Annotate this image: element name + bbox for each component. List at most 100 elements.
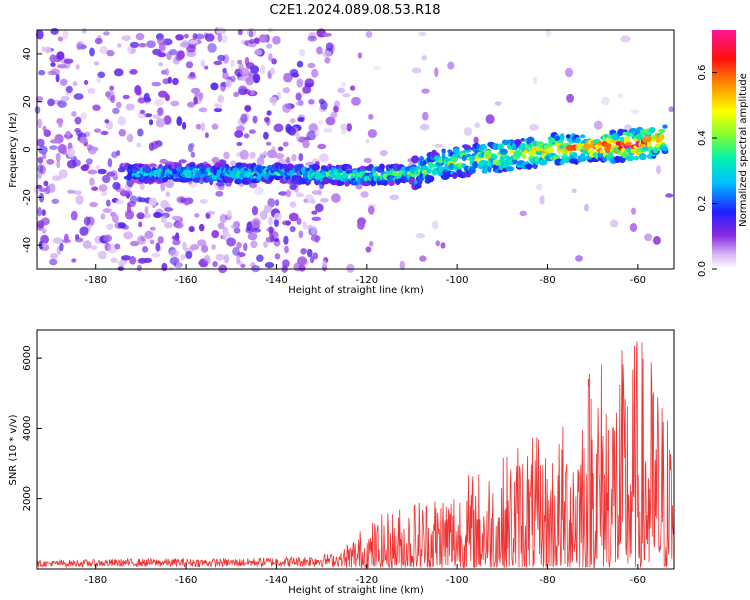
x-tick-label: -140 bbox=[265, 275, 288, 286]
spectrogram-cell bbox=[136, 196, 142, 203]
spectrogram-cell bbox=[237, 59, 243, 65]
spectrogram-cell bbox=[214, 103, 219, 108]
spectrogram-cell bbox=[325, 116, 336, 126]
spectrogram-cell bbox=[106, 223, 114, 230]
spectrogram-cell bbox=[232, 247, 240, 256]
spectrogram-cell bbox=[182, 121, 187, 130]
spectrogram-cell bbox=[197, 239, 207, 247]
spectrogram-cell bbox=[629, 223, 638, 232]
spectrogram-cell bbox=[497, 143, 504, 151]
spectrogram-cell bbox=[307, 248, 313, 258]
spectrogram-cell bbox=[278, 191, 288, 196]
spectrogram-cell bbox=[136, 235, 147, 245]
spectrogram-cell bbox=[337, 87, 346, 94]
spectrogram-cell bbox=[304, 194, 314, 204]
spectrogram-cell bbox=[65, 130, 71, 141]
spectrogram-cell bbox=[236, 254, 241, 264]
y-tick-label: 6000 bbox=[22, 345, 33, 370]
spectrogram-cell bbox=[273, 123, 284, 133]
spectrogram-cell bbox=[129, 195, 138, 204]
spectrogram-cell bbox=[117, 116, 126, 126]
spectrogram-cell bbox=[89, 177, 95, 186]
spectrogram-cell bbox=[434, 143, 444, 148]
spectrogram-cell bbox=[300, 177, 305, 183]
spectrogram-cell bbox=[311, 210, 318, 215]
spectrogram-cell bbox=[308, 99, 315, 105]
spectrogram-cell bbox=[225, 79, 233, 89]
spectrogram-cell bbox=[116, 150, 121, 157]
spectrogram-cell bbox=[112, 107, 120, 115]
spectrogram-cell bbox=[249, 182, 258, 189]
spectrogram-cell bbox=[73, 190, 83, 195]
spectrogram-cell bbox=[295, 192, 305, 198]
spectrogram-cell bbox=[41, 228, 47, 234]
spectrogram-cell bbox=[662, 124, 668, 129]
spectrogram-cell bbox=[117, 260, 123, 267]
spectrogram-cell bbox=[66, 189, 76, 194]
spectrogram-cell bbox=[601, 96, 610, 106]
spectrogram-cell bbox=[55, 152, 61, 162]
spectrogram-cell bbox=[129, 240, 140, 247]
spectrogram-cell bbox=[136, 264, 142, 272]
spectrogram-cell bbox=[340, 81, 347, 87]
colorbar: 0.0 0.2 0.4 0.6 Normalized spectral amplitu… bbox=[697, 30, 749, 277]
spectrogram-cell bbox=[217, 222, 225, 230]
spectrogram-cell bbox=[248, 129, 256, 134]
spectrogram-cell bbox=[164, 68, 169, 76]
spectrogram-cell bbox=[307, 35, 317, 42]
spectrogram-cell bbox=[565, 67, 573, 78]
spectrogram-cell bbox=[289, 226, 296, 233]
spectrogram-cell bbox=[304, 78, 315, 88]
spectrogram-cell bbox=[346, 263, 355, 273]
spectrogram-cell bbox=[311, 216, 322, 221]
spectrogram-cell bbox=[180, 254, 186, 261]
spectrogram-cell bbox=[118, 129, 127, 137]
spectrogram-cell bbox=[378, 163, 385, 171]
spectrogram-cell bbox=[420, 165, 429, 173]
spectrogram-cell bbox=[631, 207, 636, 215]
spectrogram-cell bbox=[139, 109, 146, 114]
spectrogram-cell bbox=[226, 237, 237, 247]
spectrogram-cell bbox=[47, 183, 56, 193]
spectrogram-cell bbox=[268, 216, 274, 226]
spectrogram-cell bbox=[626, 131, 631, 137]
spectrogram-cell bbox=[340, 123, 348, 131]
x-tick-label: -140 bbox=[265, 575, 288, 586]
spectrogram-cell bbox=[365, 138, 370, 144]
spectrogram-cell bbox=[254, 49, 263, 56]
spectrogram-cell bbox=[272, 35, 281, 45]
spectrogram-cell bbox=[190, 244, 200, 251]
spectrogram-cell bbox=[274, 153, 285, 160]
spectrogram-cell bbox=[38, 69, 46, 76]
spectrogram-cell bbox=[282, 259, 290, 268]
spectrogram-cell bbox=[91, 146, 99, 152]
spectrogram-cell bbox=[154, 99, 164, 107]
spectrogram-cell bbox=[321, 50, 332, 58]
spectrogram-cell bbox=[365, 246, 372, 253]
spectrogram-cell bbox=[126, 203, 132, 213]
spectrogram-cell bbox=[571, 188, 577, 194]
spectrogram-cell bbox=[485, 114, 495, 124]
spectrogram-cell bbox=[260, 210, 268, 221]
spectrogram-x-label: Height of straight line (km) bbox=[288, 285, 424, 296]
spectrogram-cell bbox=[330, 111, 338, 119]
spectrogram-cell bbox=[211, 123, 219, 130]
y-tick-label: 40 bbox=[22, 48, 33, 61]
x-tick-label: -120 bbox=[355, 275, 378, 286]
spectrogram-cell bbox=[136, 142, 142, 148]
spectrogram-cell bbox=[93, 128, 102, 133]
y-tick-label: 0 bbox=[22, 146, 33, 152]
spectrogram-cell bbox=[369, 240, 374, 247]
spectrogram-cell bbox=[322, 32, 332, 37]
spectrogram-cell bbox=[41, 209, 46, 217]
spectrogram-cell bbox=[179, 42, 190, 48]
spectrogram-cell bbox=[165, 191, 170, 198]
spectrogram-cell bbox=[223, 254, 230, 264]
spectrogram-cell bbox=[193, 96, 198, 105]
x-tick-label: -100 bbox=[446, 575, 469, 586]
spectrogram-cell bbox=[368, 113, 374, 120]
spectrogram-cell bbox=[270, 234, 275, 243]
spectrogram-cell bbox=[221, 34, 228, 44]
spectrogram-cell bbox=[287, 163, 294, 169]
spectrogram-cell bbox=[175, 261, 182, 270]
